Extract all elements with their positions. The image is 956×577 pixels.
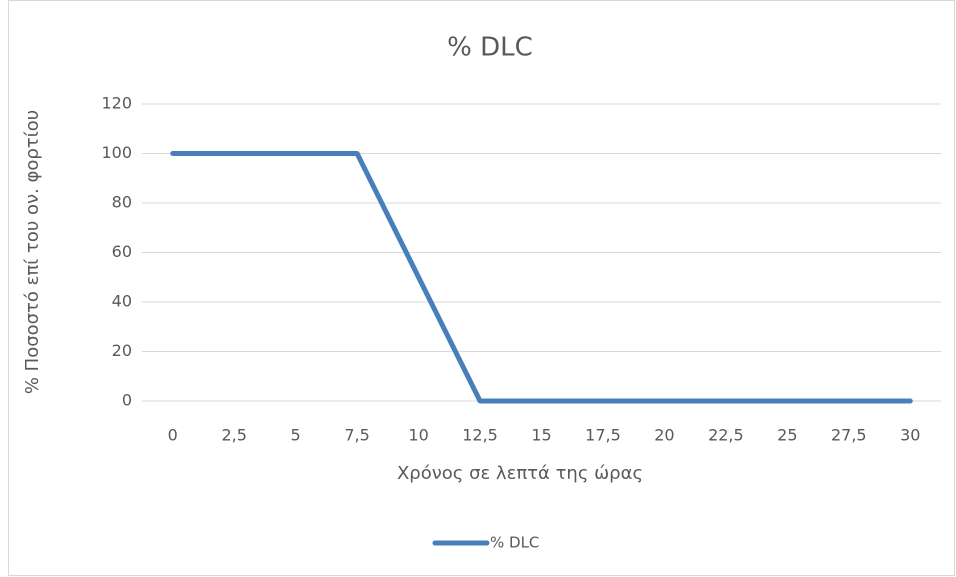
- legend-label: % DLC: [490, 534, 539, 552]
- x-tick-label: 30: [900, 426, 920, 445]
- x-tick-label: 2,5: [221, 426, 246, 445]
- x-tick-label: 20: [654, 426, 674, 445]
- x-tick-label: 10: [408, 426, 428, 445]
- y-tick-label: 0: [122, 391, 132, 410]
- x-tick-label: 12,5: [462, 426, 498, 445]
- chart-border: [8, 0, 955, 576]
- y-tick-label: 100: [101, 143, 132, 162]
- y-tick-label: 40: [112, 292, 132, 311]
- x-tick-label: 0: [168, 426, 178, 445]
- y-tick-label: 80: [112, 193, 132, 212]
- y-tick-label: 60: [112, 242, 132, 261]
- x-tick-label: 27,5: [831, 426, 867, 445]
- x-tick-label: 25: [777, 426, 797, 445]
- x-axis-label: Χρόνος σε λεπτά της ώρας: [397, 463, 643, 484]
- x-tick-label: 7,5: [344, 426, 369, 445]
- x-tick-label: 15: [531, 426, 551, 445]
- chart-title: % DLC: [447, 33, 533, 63]
- y-tick-label: 120: [101, 94, 132, 113]
- data-line: [170, 151, 913, 404]
- y-axis-label: % Ποσοστό επί του ον. φορτίου: [22, 110, 43, 394]
- x-tick-label: 22,5: [708, 426, 744, 445]
- x-tick-label: 5: [291, 426, 301, 445]
- y-tick-label: 20: [112, 341, 132, 360]
- x-tick-label: 17,5: [585, 426, 621, 445]
